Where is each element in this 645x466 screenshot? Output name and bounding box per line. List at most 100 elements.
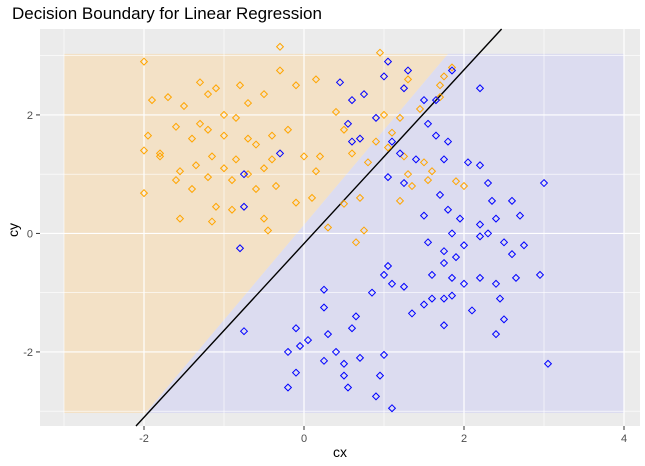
data-point-series-2	[411, 155, 421, 164]
data-point-series-2	[539, 178, 549, 188]
data-point-series-1	[387, 128, 397, 137]
data-point-series-2	[463, 158, 473, 167]
data-point-series-1	[363, 158, 373, 167]
data-point-series-1	[227, 205, 237, 214]
y-tick-label: 2	[27, 110, 33, 122]
data-point-series-1	[267, 155, 277, 164]
data-point-series-1	[267, 131, 277, 140]
data-point-series-1	[291, 81, 301, 90]
data-point-series-2	[335, 78, 345, 87]
data-point-series-1	[139, 146, 149, 155]
data-point-series-2	[379, 350, 389, 360]
data-point-series-2	[387, 404, 397, 413]
data-point-series-2	[319, 356, 329, 365]
data-point-series-2	[283, 347, 293, 357]
data-point-series-2	[339, 371, 349, 380]
data-point-series-1	[375, 48, 385, 57]
data-point-series-2	[515, 211, 525, 220]
data-point-series-1	[175, 167, 185, 176]
data-point-series-2	[483, 229, 493, 238]
data-point-series-2	[483, 178, 493, 188]
data-point-series-1	[271, 181, 281, 191]
data-point-series-1	[203, 90, 213, 99]
data-point-series-1	[347, 149, 357, 158]
data-point-series-1	[191, 161, 201, 170]
data-point-series-1	[211, 84, 221, 93]
data-point-series-2	[491, 330, 501, 339]
data-point-series-1	[227, 175, 237, 185]
data-point-series-2	[491, 214, 501, 223]
data-point-series-1	[263, 226, 273, 235]
data-point-series-1	[435, 93, 445, 102]
data-point-series-1	[155, 152, 165, 161]
data-point-series-2	[275, 149, 285, 158]
data-points	[139, 42, 553, 413]
data-point-series-1	[403, 170, 413, 179]
chart-title: Decision Boundary for Linear Regression	[12, 4, 322, 23]
data-point-series-2	[419, 95, 429, 105]
data-point-series-1	[307, 193, 317, 202]
data-point-series-2	[291, 368, 301, 377]
data-point-series-1	[251, 140, 261, 149]
data-point-series-1	[415, 104, 425, 114]
data-point-series-2	[535, 270, 545, 280]
data-point-series-2	[439, 155, 449, 164]
data-point-series-2	[379, 72, 389, 81]
data-point-series-1	[291, 198, 301, 207]
data-point-series-2	[347, 324, 357, 333]
data-point-series-2	[423, 119, 433, 128]
data-point-series-1	[407, 181, 417, 191]
data-point-series-1	[359, 226, 369, 235]
data-point-series-2	[239, 327, 249, 336]
data-point-series-1	[155, 149, 165, 158]
data-point-series-1	[299, 152, 309, 161]
data-point-series-1	[235, 81, 245, 90]
data-point-series-2	[375, 371, 385, 380]
data-point-series-1	[355, 193, 365, 202]
data-point-series-1	[259, 214, 269, 223]
data-point-series-1	[195, 119, 205, 128]
data-point-series-1	[323, 223, 333, 232]
data-point-series-1	[203, 173, 213, 182]
data-point-series-2	[507, 196, 517, 205]
data-point-series-2	[239, 170, 249, 179]
data-point-series-2	[383, 261, 393, 271]
data-point-series-2	[439, 321, 449, 330]
data-point-series-1	[395, 113, 405, 122]
data-point-series-1	[339, 199, 349, 208]
data-point-series-2	[371, 392, 381, 401]
data-point-series-2	[319, 285, 329, 294]
data-point-series-1	[231, 113, 241, 122]
data-point-series-2	[543, 359, 553, 368]
data-point-series-2	[447, 273, 457, 282]
data-point-series-2	[239, 202, 249, 211]
data-point-series-1	[331, 107, 341, 117]
data-point-series-2	[507, 250, 517, 259]
data-point-series-2	[379, 270, 389, 280]
data-point-series-1	[403, 75, 413, 84]
data-point-series-2	[347, 137, 357, 146]
data-point-series-2	[435, 190, 445, 200]
data-point-series-2	[511, 273, 521, 282]
data-point-series-2	[487, 196, 497, 205]
data-point-series-1	[423, 175, 433, 185]
data-point-series-1	[211, 202, 221, 211]
grid-lines	[40, 29, 640, 426]
data-point-series-2	[459, 279, 469, 288]
data-point-series-2	[371, 113, 381, 122]
x-tick-label: 0	[301, 433, 307, 445]
data-point-series-1	[435, 81, 445, 90]
data-point-series-2	[347, 95, 357, 105]
data-point-series-1	[371, 137, 381, 146]
data-point-series-1	[163, 93, 173, 102]
data-point-series-1	[259, 90, 269, 99]
data-point-series-2	[439, 294, 449, 303]
data-point-series-1	[275, 42, 285, 51]
data-point-series-2	[331, 347, 341, 357]
data-point-series-1	[219, 131, 229, 140]
data-point-series-2	[343, 383, 353, 392]
data-point-series-2	[423, 238, 433, 247]
data-point-series-2	[383, 173, 393, 182]
